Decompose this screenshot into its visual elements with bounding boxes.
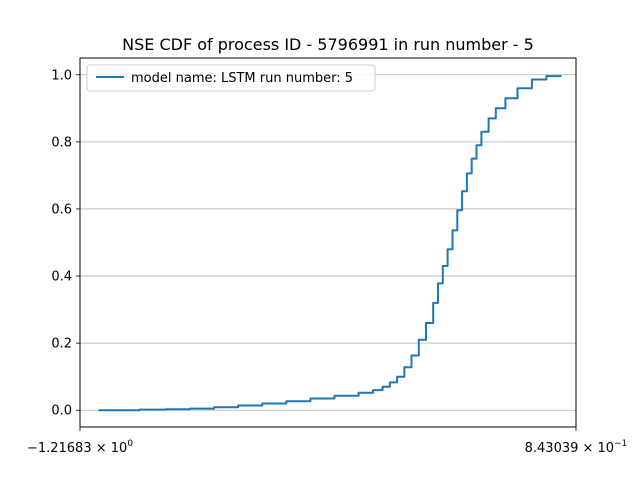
x-tick-label: −1.21683 × 100 (27, 439, 133, 456)
y-tick-label: 0.2 (51, 337, 72, 352)
y-tick-label: 0.0 (51, 404, 72, 419)
y-tick-label: 1.0 (51, 68, 72, 83)
axes-frame (79, 57, 577, 428)
legend-label: model name: LSTM run number: 5 (131, 71, 353, 86)
chart-title: NSE CDF of process ID - 5796991 in run n… (122, 35, 534, 54)
cdf-line-series (98, 75, 562, 412)
legend-box (86, 64, 376, 92)
plot-area (98, 75, 562, 412)
y-axis: 0.0 0.2 0.4 0.6 0.8 1.0 (51, 68, 80, 419)
x-tick-label: 8.43039 × 10−1 (525, 439, 628, 456)
y-tick-label: 0.4 (51, 270, 72, 285)
legend: model name: LSTM run number: 5 (86, 64, 376, 92)
y-tick-label: 0.8 (51, 135, 72, 150)
y-tick-label: 0.6 (51, 202, 72, 217)
x-axis: −1.21683 × 100 8.43039 × 10−1 (27, 427, 627, 456)
